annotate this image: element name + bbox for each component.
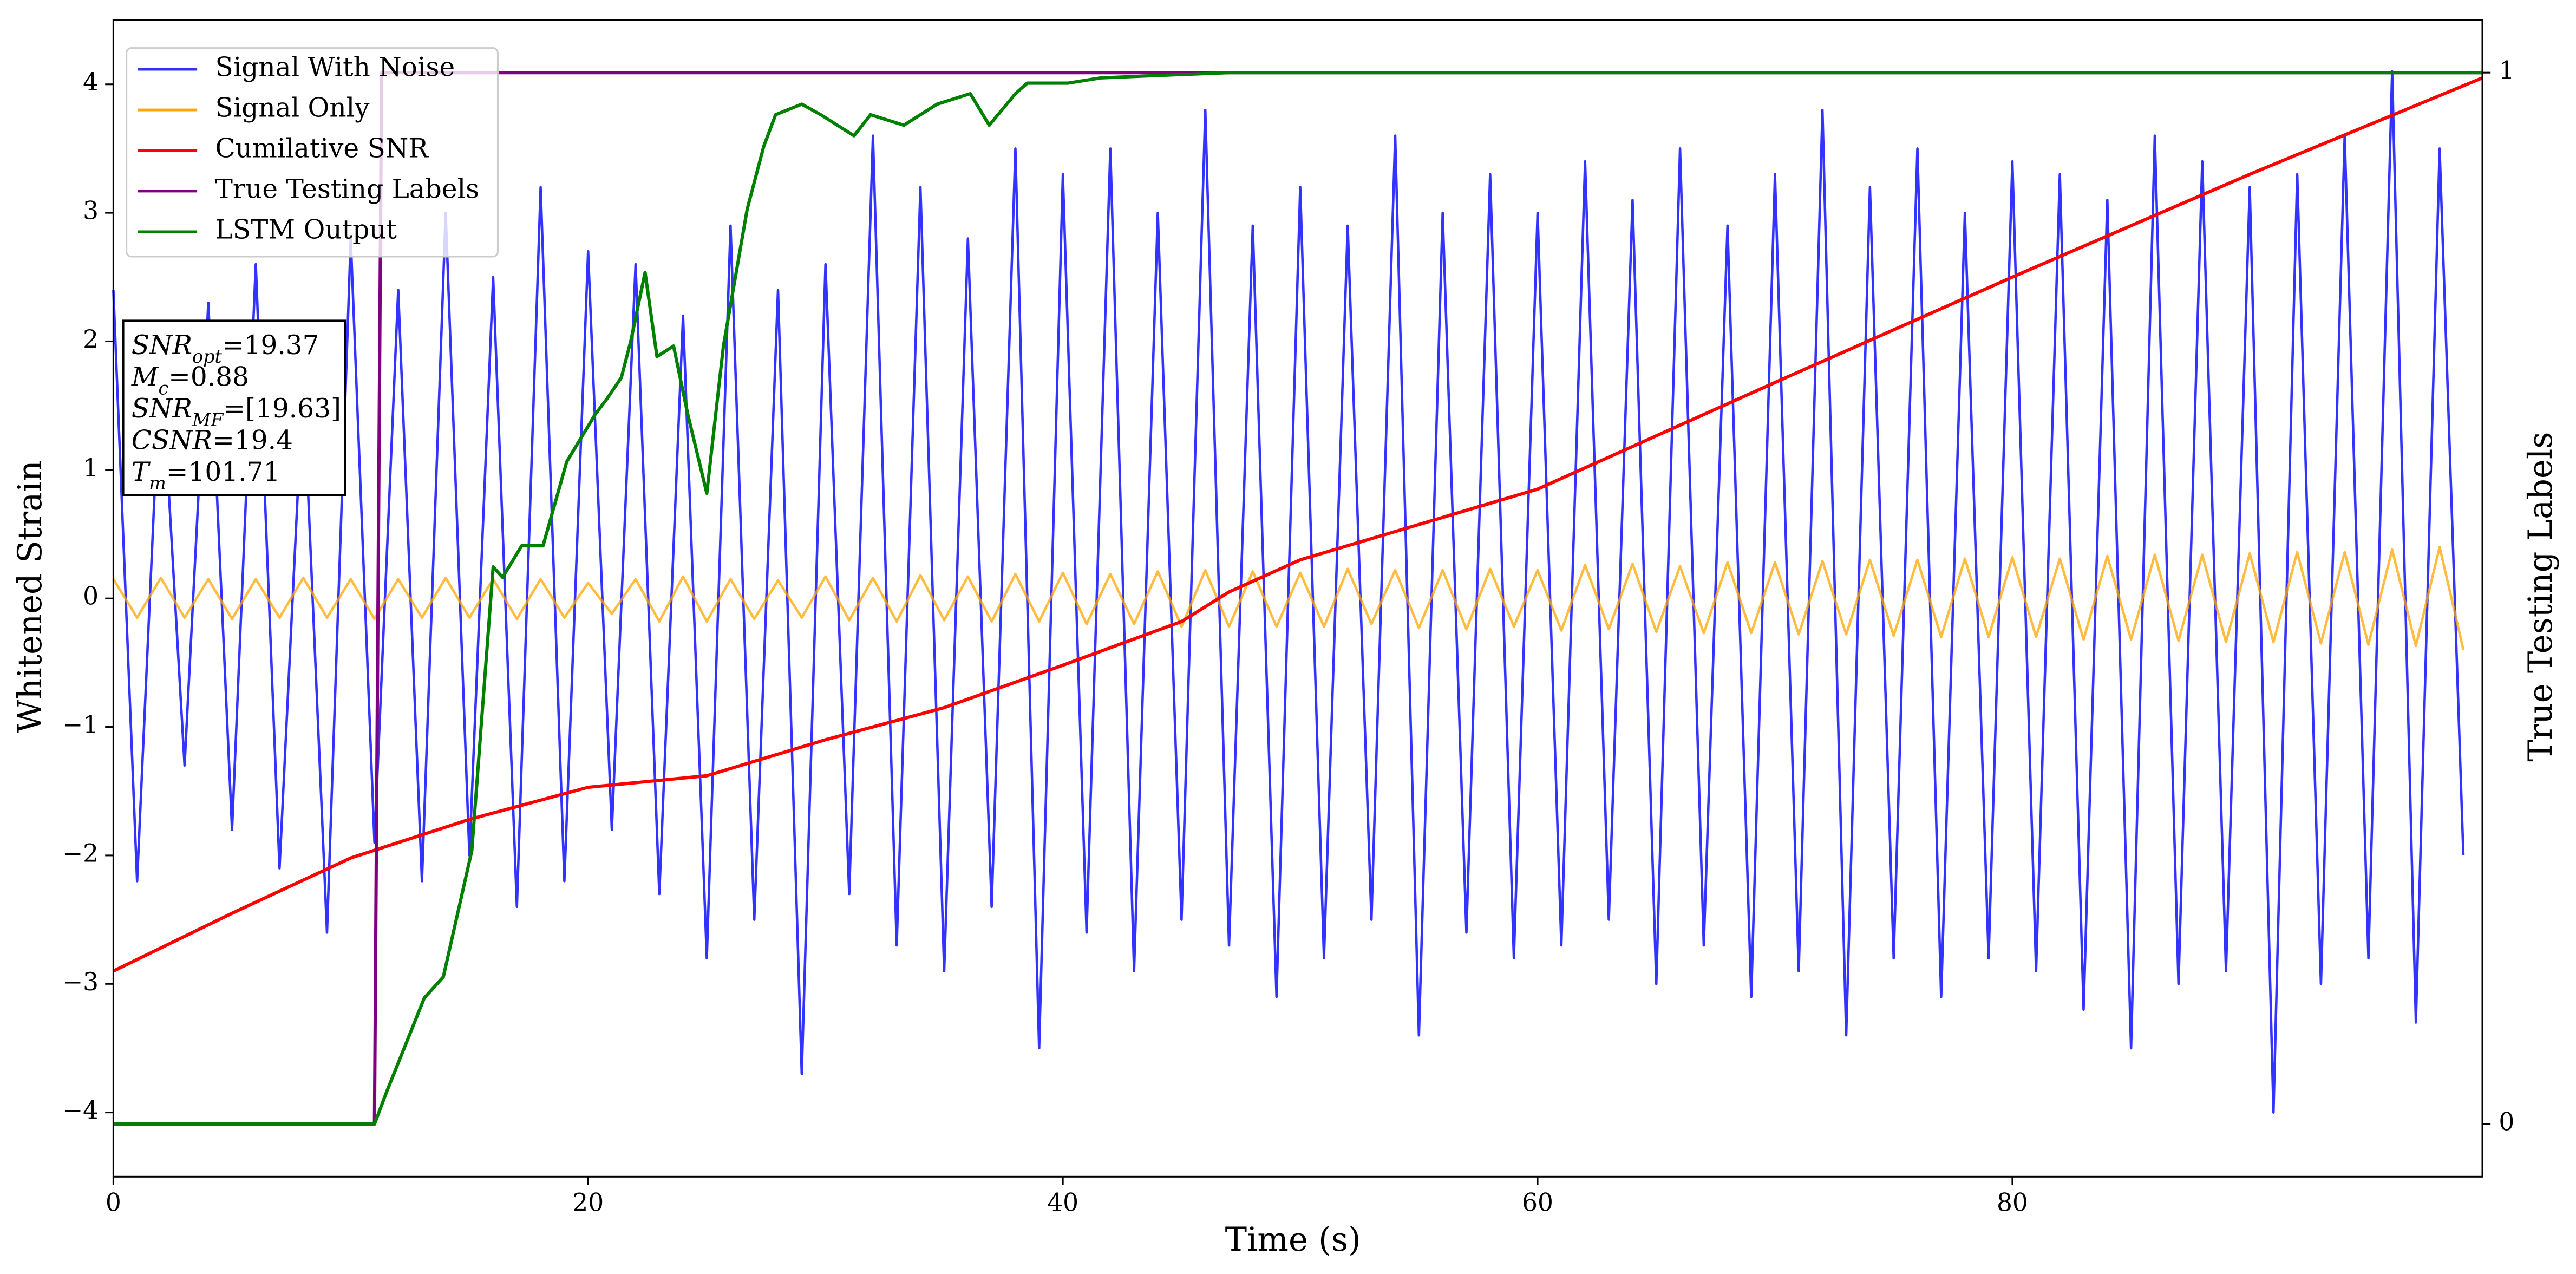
annotation: SNRopt=19.37Mc=0.88SNRMF=[19.63]CSNR=19.… bbox=[122, 319, 346, 496]
y2-tick-label: 0 bbox=[2499, 1108, 2514, 1136]
y-tick-label: 2 bbox=[83, 325, 99, 354]
annotation-subscript: m bbox=[149, 473, 166, 494]
annotation-box bbox=[122, 319, 346, 496]
y2-axis-label: True Testing Labels bbox=[2522, 432, 2560, 762]
annotation-symbol: SNR bbox=[132, 394, 192, 424]
series-line bbox=[112, 545, 2465, 650]
annotation-line: CSNR=19.4 bbox=[132, 425, 293, 455]
y-tick-label: 0 bbox=[83, 582, 99, 611]
annotation-subscript: MF bbox=[192, 409, 224, 430]
y-tick-label: 3 bbox=[83, 197, 99, 225]
x-tick-label: 80 bbox=[1997, 1188, 2028, 1217]
legend-label: True Testing Labels bbox=[215, 174, 480, 204]
annotation-line: Tm=101.71 bbox=[132, 457, 280, 494]
y2-tick-label: 1 bbox=[2499, 56, 2514, 85]
y-tick-label: −4 bbox=[62, 1096, 99, 1125]
legend-label: Cumilative SNR bbox=[215, 134, 429, 164]
series-line bbox=[113, 76, 2483, 973]
y-tick-label: −2 bbox=[62, 839, 99, 867]
series-line bbox=[113, 71, 2483, 1126]
x-tick-label: 0 bbox=[106, 1188, 121, 1217]
legend-label: LSTM Output bbox=[215, 214, 397, 245]
annotation-value: =19.37 bbox=[222, 330, 319, 360]
annotation-symbol: SNR bbox=[132, 330, 192, 360]
annotation-value: =0.88 bbox=[168, 362, 249, 392]
legend-label: Signal Only bbox=[215, 93, 370, 123]
x-tick-label: 60 bbox=[1522, 1188, 1553, 1217]
legend-box bbox=[126, 47, 499, 258]
annotation-subscript: c bbox=[158, 377, 168, 398]
y-tick-label: −3 bbox=[62, 968, 99, 996]
y-tick-label: 1 bbox=[83, 453, 99, 482]
x-tick-label: 20 bbox=[572, 1188, 604, 1217]
legend-label: Signal With Noise bbox=[215, 53, 455, 83]
annotation-line: SNRopt=19.37 bbox=[132, 330, 319, 367]
annotation-symbol: T bbox=[132, 457, 151, 487]
plot-area bbox=[112, 70, 2483, 1126]
annotation-line: Mc=0.88 bbox=[131, 362, 249, 398]
annotation-symbol: CSNR bbox=[132, 425, 212, 455]
legend: Signal With Noise Signal Only Cumilative S… bbox=[126, 47, 499, 258]
annotation-symbol: M bbox=[131, 362, 159, 392]
y-axis-label: Whitened Strain bbox=[11, 460, 49, 733]
annotation-line: SNRMF=[19.63] bbox=[132, 394, 341, 430]
series-line bbox=[112, 70, 2465, 1114]
y-tick-label: −1 bbox=[62, 710, 99, 739]
annotation-value: =101.71 bbox=[166, 457, 280, 487]
x-tick-label: 40 bbox=[1047, 1188, 1078, 1217]
x-axis-label: Time (s) bbox=[1225, 1221, 1361, 1259]
annotation-value: =19.4 bbox=[212, 425, 293, 455]
y-tick-label: 4 bbox=[83, 68, 99, 96]
annotation-value: =[19.63] bbox=[223, 394, 341, 424]
annotation-subscript: opt bbox=[192, 345, 222, 367]
